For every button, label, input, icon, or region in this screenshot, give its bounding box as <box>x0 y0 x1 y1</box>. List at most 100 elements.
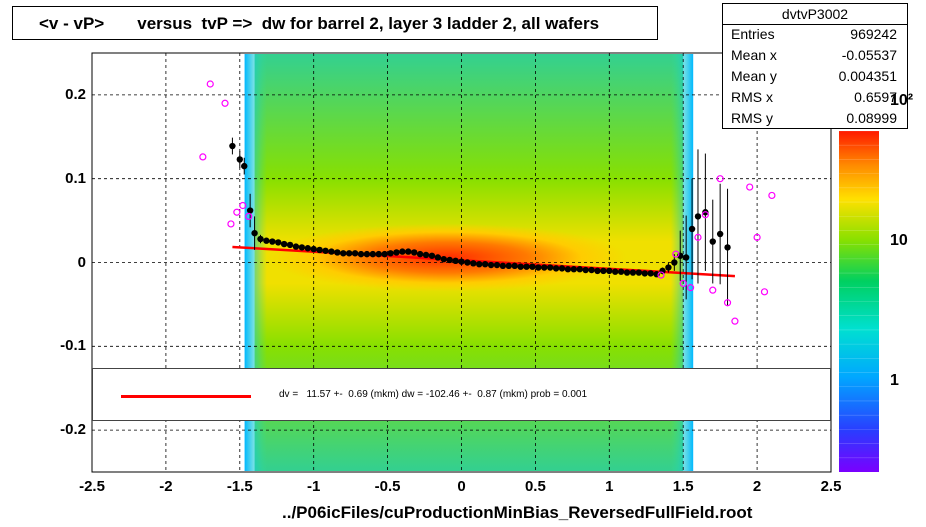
profile-point-alt <box>657 271 665 279</box>
source-file-path: ../P06icFiles/cuProductionMinBias_Revers… <box>282 503 753 522</box>
profile-point <box>416 250 424 258</box>
profile-point <box>541 264 548 271</box>
density-core <box>266 223 627 292</box>
profile-point <box>340 250 347 257</box>
stats-value: 0.004351 <box>838 68 897 84</box>
stats-row-rms-y: RMS y 0.08999 <box>731 110 901 130</box>
profile-point-alt <box>221 99 229 107</box>
profile-point <box>499 262 507 270</box>
profile-point <box>481 260 489 268</box>
profile-point <box>694 213 702 220</box>
profile-point-alt <box>709 286 717 294</box>
profile-point <box>328 248 335 255</box>
profile-point <box>647 270 654 277</box>
profile-point <box>375 250 382 258</box>
profile-point-alt <box>199 153 207 161</box>
z-tick-label: 10 <box>890 232 908 249</box>
profile-point <box>724 244 731 251</box>
profile-point-alt <box>694 233 702 241</box>
profile-point-alt <box>723 299 732 307</box>
profile-point <box>236 156 243 163</box>
stats-value: -0.05537 <box>841 47 897 63</box>
profile-point <box>393 249 400 256</box>
profile-point <box>493 261 501 269</box>
profile-point <box>582 266 589 274</box>
profile-point <box>229 142 236 150</box>
stats-value: 0.6597 <box>854 89 897 105</box>
fit-legend-line <box>121 395 251 398</box>
profile-point-alt <box>227 220 235 228</box>
profile-point <box>387 250 394 257</box>
profile-point <box>546 264 554 271</box>
profile-point <box>558 265 566 272</box>
profile-point-alt <box>245 212 253 221</box>
profile-point <box>629 269 637 276</box>
profile-point <box>422 251 430 259</box>
profile-point <box>246 207 254 214</box>
profile-point <box>280 240 288 248</box>
profile-point <box>606 267 613 275</box>
profile-point <box>612 268 619 275</box>
fit-result-box: dv = 11.57 +- 0.69 (mkm) dw = -102.46 +-… <box>92 368 831 421</box>
profile-point <box>716 230 724 238</box>
profile-point <box>511 262 518 270</box>
profile-point <box>641 270 648 277</box>
z-tick-label: 10² <box>890 92 914 109</box>
profile-point <box>682 254 690 261</box>
profile-point <box>345 250 353 257</box>
profile-point-alt <box>731 317 739 325</box>
profile-point <box>286 241 294 249</box>
profile-point <box>600 267 607 275</box>
profile-point <box>363 250 371 258</box>
profile-point-alt <box>746 183 754 191</box>
profile-point-alt <box>672 250 680 258</box>
profile-point <box>257 235 264 243</box>
stats-key: RMS x <box>731 89 773 105</box>
x-tick-label: 1.5 <box>672 478 694 495</box>
x-tick-label: 0.5 <box>524 478 546 495</box>
profile-point <box>275 239 282 246</box>
y-tick-label: 0.2 <box>65 85 86 103</box>
profile-point <box>635 269 643 276</box>
profile-point <box>292 243 300 250</box>
profile-point-alt <box>768 191 776 200</box>
y-tick-label: -0.2 <box>60 421 86 439</box>
profile-point <box>434 254 442 261</box>
profile-point <box>310 245 317 253</box>
profile-point <box>241 162 248 170</box>
profile-point <box>470 260 477 267</box>
stats-key: Mean y <box>731 68 777 84</box>
profile-point <box>399 248 406 255</box>
profile-point <box>298 244 306 251</box>
profile-point <box>688 225 696 233</box>
stats-key: Entries <box>731 26 775 42</box>
profile-point <box>322 247 329 254</box>
x-tick-label: -1.5 <box>226 478 253 495</box>
stats-row-mean-x: Mean x -0.05537 <box>731 47 901 67</box>
profile-point <box>671 259 678 266</box>
profile-point <box>269 238 276 245</box>
profile-point <box>535 264 542 271</box>
profile-point-alt <box>679 279 687 288</box>
profile-point <box>665 264 672 271</box>
profile-point <box>576 266 583 273</box>
chart-title-box: <v - vP> versus tvP => dw for barrel 2, … <box>12 6 658 40</box>
profile-point-alt <box>206 80 214 88</box>
y-tick-label: -0.1 <box>60 337 86 355</box>
profile-point <box>552 265 560 272</box>
profile-point-alt <box>701 211 709 219</box>
x-tick-label: 0 <box>457 478 466 495</box>
x-tick-label: -1 <box>307 478 321 495</box>
profile-point <box>487 261 495 269</box>
chart-title: <v - vP> versus tvP => dw for barrel 2, … <box>39 14 600 33</box>
profile-point <box>263 237 270 244</box>
profile-point <box>570 266 578 273</box>
x-tick-label: 2 <box>752 478 762 495</box>
profile-point-alt <box>239 201 247 210</box>
profile-point <box>588 266 595 274</box>
stats-key: RMS y <box>731 110 773 126</box>
stats-row-entries: Entries 969242 <box>731 26 901 46</box>
profile-point <box>709 238 716 245</box>
profile-point <box>464 259 471 266</box>
profile-point <box>529 263 536 270</box>
